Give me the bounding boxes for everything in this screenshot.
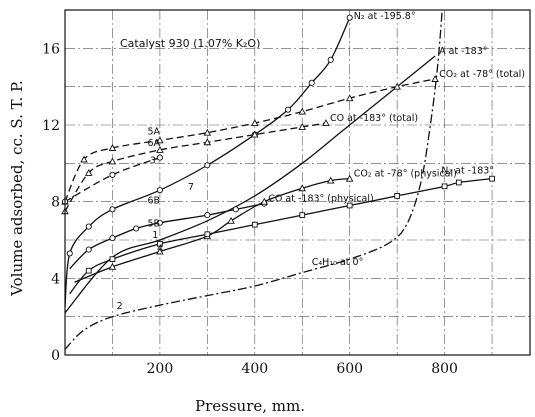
curve-number: 5A xyxy=(148,127,161,138)
data-point xyxy=(156,136,164,144)
x-tick-label: 800 xyxy=(431,361,458,377)
y-tick-label: 0 xyxy=(51,348,60,364)
series-line-2 xyxy=(64,78,436,202)
data-point xyxy=(204,231,211,238)
data-point xyxy=(251,221,258,228)
series-label-3: CO at -183° (total) xyxy=(330,113,418,124)
y-tick-label: 12 xyxy=(42,118,60,134)
series-label-6: N₂ at -183° xyxy=(441,166,494,177)
data-point xyxy=(298,122,307,130)
catalyst-annotation: Catalyst 930 (1.07% K₂O) xyxy=(120,37,260,50)
series-line-8 xyxy=(64,156,161,203)
y-axis-label: Volume adsorbed, cc. S. T. P. xyxy=(8,80,26,297)
data-point xyxy=(251,119,259,127)
data-point xyxy=(489,175,495,182)
data-point xyxy=(85,223,92,230)
data-point xyxy=(84,168,93,176)
data-point xyxy=(260,197,269,205)
curve-number: 2 xyxy=(117,301,123,312)
series-line-4 xyxy=(69,202,265,270)
data-point xyxy=(157,240,163,247)
data-point xyxy=(109,256,116,263)
series-label-5: CO₂ at -78° (physical) xyxy=(354,169,457,180)
curve-labels: N₂ at -195.8° A at -183° CO₂ at -78° (tota… xyxy=(117,11,525,312)
x-tick-label: 400 xyxy=(241,361,268,377)
data-point xyxy=(85,267,92,274)
x-axis-label: Pressure, mm. xyxy=(195,397,305,415)
data-point xyxy=(327,56,334,63)
data-point xyxy=(251,130,259,138)
series-label-7: C₄H₁₀ at 0° xyxy=(312,257,364,268)
data-point xyxy=(156,154,163,161)
data-point xyxy=(108,157,117,165)
data-point xyxy=(322,119,330,127)
data-point xyxy=(441,183,448,190)
series-label-1: A at -183° xyxy=(439,46,487,57)
curve-number: 6A xyxy=(148,138,161,149)
data-point xyxy=(204,212,211,219)
y-tick-label: 4 xyxy=(51,271,60,287)
series-line-3 xyxy=(64,122,327,212)
data-point xyxy=(109,206,116,213)
data-point xyxy=(298,107,307,115)
data-point xyxy=(431,75,439,82)
plot-frame xyxy=(64,9,531,356)
data-point xyxy=(394,193,400,199)
data-point xyxy=(156,187,163,194)
series-line-1 xyxy=(64,55,436,314)
data-point xyxy=(133,225,140,232)
data-point xyxy=(393,82,401,90)
data-point xyxy=(80,155,88,163)
data-point xyxy=(203,138,212,146)
series-label-4: CO at -183° (physical) xyxy=(268,194,373,205)
series-label-0: N₂ at -195.8° xyxy=(354,11,416,22)
data-point xyxy=(326,176,335,184)
data-point xyxy=(109,171,116,178)
curve-number: 4 xyxy=(157,244,163,255)
curve-number: 1 xyxy=(152,230,158,241)
data-point xyxy=(85,246,92,253)
data-point xyxy=(66,250,73,257)
data-point xyxy=(203,128,212,136)
data-point xyxy=(156,219,163,226)
data-point xyxy=(345,174,354,182)
curve-number: 7 xyxy=(188,182,194,193)
data-point xyxy=(108,144,117,151)
data-point xyxy=(455,179,462,186)
y-tick-label: 16 xyxy=(42,41,60,57)
x-tick-label: 600 xyxy=(336,361,363,377)
data-point xyxy=(227,216,235,224)
curve-number: 6B xyxy=(148,196,161,207)
data-point xyxy=(345,94,354,102)
data-point xyxy=(232,206,239,213)
data-point xyxy=(108,262,117,270)
x-tick-label: 200 xyxy=(147,361,174,377)
y-tick-label: 8 xyxy=(51,195,60,211)
data-point xyxy=(156,145,164,153)
series-line-7 xyxy=(64,9,443,350)
data-point xyxy=(204,162,211,169)
data-point xyxy=(156,247,164,255)
data-point xyxy=(298,184,307,192)
data-point xyxy=(299,212,306,218)
data-point xyxy=(308,79,315,86)
data-point xyxy=(109,235,116,242)
series-label-2: CO₂ at -78° (total) xyxy=(439,69,525,80)
curve-number: 3 xyxy=(150,155,156,166)
curve-number: 5B xyxy=(148,219,161,230)
data-point xyxy=(346,202,353,209)
data-point xyxy=(346,14,353,21)
grid xyxy=(65,10,530,355)
data-point xyxy=(284,106,292,113)
markers xyxy=(61,14,495,274)
